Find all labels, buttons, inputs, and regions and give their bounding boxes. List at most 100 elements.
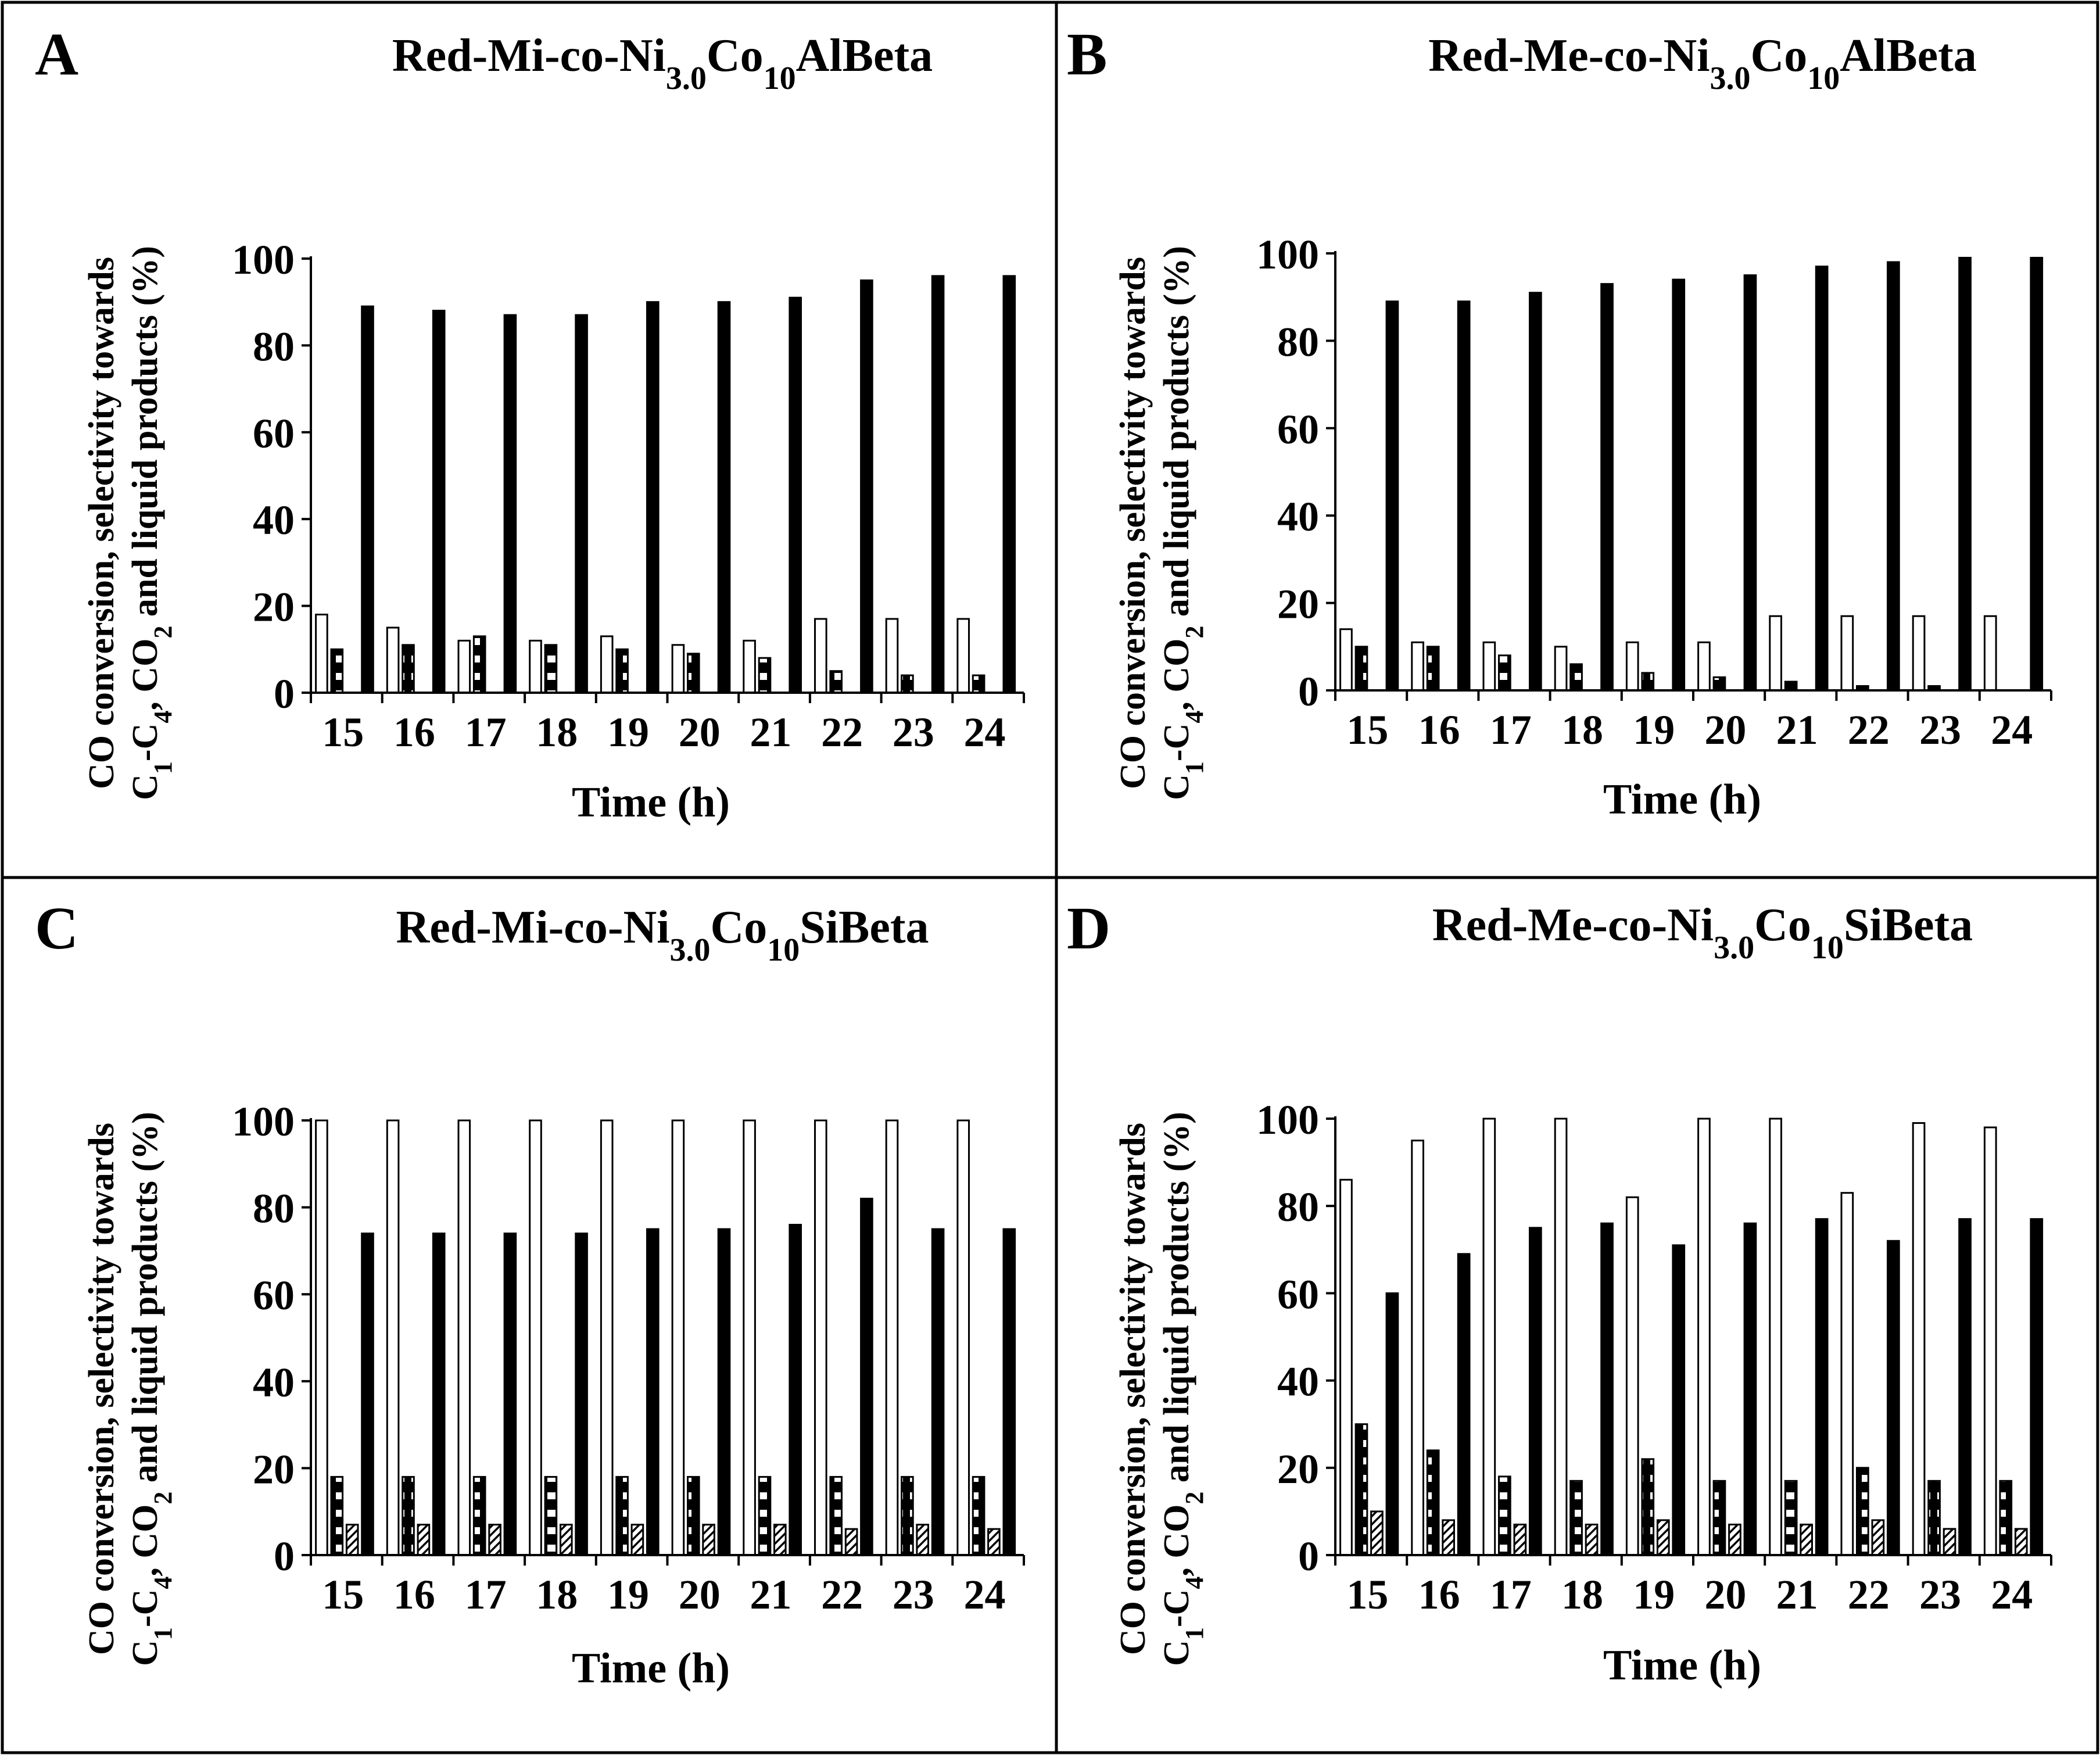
bar-co-conversion-15h (315, 614, 328, 694)
bar-co-conversion-22h (814, 618, 827, 694)
x-tick-label: 20 (1704, 1571, 1746, 1618)
y-tick-label: 40 (253, 1359, 295, 1406)
x-tick-label: 19 (607, 1571, 649, 1618)
x-tick-label: 18 (1561, 707, 1603, 753)
y-axis-label-line2: C1-C4, CO2 and liquid products (%) (126, 246, 177, 800)
y-axis-label-line1: CO conversion, selectivity towards (82, 257, 121, 789)
x-tick-label: 18 (536, 709, 578, 755)
bar-liquid-products-selectivity-16h (432, 1233, 446, 1556)
bar-co2-selectivity-21h (1800, 1523, 1814, 1556)
bar-co2-selectivity-16h (417, 1524, 431, 1556)
bar-c1-c4-selectivity-24h (972, 1475, 986, 1556)
bar-liquid-products-selectivity-18h (1600, 1222, 1614, 1556)
x-tick-label: 17 (465, 709, 507, 755)
x-tick-label: 22 (1848, 1571, 1890, 1618)
panel-title: Red-Mi-co-Ni3.0Co10SiBeta (396, 902, 929, 968)
bar-co2-selectivity-16h (1442, 1519, 1456, 1556)
bar-co-conversion-15h (1339, 628, 1353, 692)
x-tick-label: 24 (1991, 1571, 2033, 1618)
plot-area: 0 20 40 60 80 100 15 16 17 18 19 20 21 22 23 24 (232, 1098, 1025, 1618)
y-axis-label-line1: CO conversion, selectivity towards (1113, 1123, 1153, 1655)
bar-co-conversion-17h (457, 1119, 471, 1556)
bar-co-conversion-22h (1840, 615, 1854, 692)
bar-co2-selectivity-15h (345, 1524, 359, 1556)
bar-c1-c4-selectivity-21h (758, 1475, 772, 1556)
bar-c1-c4-selectivity-18h (1569, 663, 1583, 692)
x-tick-label: 20 (679, 1571, 721, 1618)
x-tick-label: 20 (679, 709, 721, 755)
bar-liquid-products-selectivity-15h (1385, 300, 1399, 692)
bar-c1-c4-selectivity-15h (1354, 1423, 1368, 1556)
plot-area: 0 20 40 60 80 100 15 16 17 18 19 20 21 22 23 24 (1256, 1097, 2052, 1618)
x-tick-label: 23 (893, 709, 934, 755)
y-tick-label: 60 (1277, 406, 1319, 453)
bar-co2-selectivity-20h (1728, 1523, 1741, 1556)
bar-co-conversion-18h (529, 1119, 542, 1556)
bar-liquid-products-selectivity-23h (931, 275, 945, 694)
bar-c1-c4-selectivity-19h (1641, 1458, 1655, 1556)
y-tick-label: 0 (1298, 1533, 1319, 1580)
x-axis-label: Time (h) (1603, 776, 1761, 823)
x-tick-label: 23 (1919, 1571, 1961, 1618)
bar-co-conversion-24h (1983, 615, 1997, 692)
bar-c1-c4-selectivity-17h (1498, 1475, 1511, 1556)
bar-co-conversion-21h (1769, 615, 1783, 692)
bar-co-conversion-20h (1697, 1118, 1711, 1556)
bar-c1-c4-selectivity-19h (615, 1475, 629, 1556)
bar-c1-c4-selectivity-24h (1999, 1480, 2013, 1556)
bar-liquid-products-selectivity-17h (503, 1233, 517, 1556)
x-tick-label: 22 (821, 1571, 863, 1618)
panel-letter: D (1067, 895, 1110, 962)
panel-a: A Red-Mi-co-Ni3.0Co10AlBeta CO conversio… (35, 21, 1025, 826)
bar-co-conversion-18h (1554, 1118, 1568, 1556)
plot-area: 0 20 40 60 80 100 15 16 17 18 19 20 21 22 23 24 (1256, 231, 2052, 753)
panel-letter: A (35, 21, 78, 88)
bar-c1-c4-selectivity-24h (972, 674, 986, 694)
bar-liquid-products-selectivity-21h (789, 1224, 802, 1556)
x-tick-label: 21 (750, 1571, 791, 1618)
bar-c1-c4-selectivity-15h (330, 648, 344, 694)
bar-c1-c4-selectivity-21h (1784, 1480, 1798, 1556)
y-axis-label-line2: C1-C4, CO2 and liquid products (%) (126, 1112, 177, 1666)
x-tick-label: 17 (1490, 1571, 1532, 1618)
bar-liquid-products-selectivity-19h (646, 301, 660, 694)
x-tick-label: 23 (893, 1571, 934, 1618)
bar-co-conversion-18h (1554, 646, 1568, 692)
bar-co2-selectivity-18h (560, 1524, 573, 1556)
y-tick-label: 20 (253, 584, 295, 631)
y-tick-label: 100 (1256, 231, 1319, 278)
bar-co-conversion-23h (885, 618, 899, 694)
bar-liquid-products-selectivity-22h (860, 1198, 873, 1556)
x-tick-label: 16 (393, 1571, 435, 1618)
bar-c1-c4-selectivity-23h (901, 674, 914, 694)
bar-c1-c4-selectivity-20h (687, 1475, 700, 1556)
bar-c1-c4-selectivity-18h (544, 644, 558, 694)
bar-co-conversion-23h (885, 1119, 899, 1556)
bar-liquid-products-selectivity-23h (931, 1228, 945, 1556)
bar-c1-c4-selectivity-21h (758, 657, 772, 694)
bar-co2-selectivity-23h (916, 1524, 930, 1556)
y-tick-label: 100 (1256, 1097, 1319, 1143)
bar-c1-c4-selectivity-19h (615, 648, 629, 694)
y-axis-label-line1: CO conversion, selectivity towards (1113, 257, 1153, 789)
bar-c1-c4-selectivity-17h (472, 1475, 486, 1556)
x-tick-label: 15 (322, 1571, 364, 1618)
x-tick-label: 18 (536, 1571, 578, 1618)
bar-c1-c4-selectivity-16h (402, 1475, 415, 1556)
bar-liquid-products-selectivity-23h (1958, 257, 1972, 692)
bar-c1-c4-selectivity-15h (330, 1475, 344, 1556)
bar-liquid-products-selectivity-17h (1529, 1227, 1542, 1556)
bar-c1-c4-selectivity-22h (1856, 1467, 1869, 1556)
bar-co-conversion-23h (1912, 615, 1926, 692)
x-tick-label: 19 (1633, 707, 1675, 753)
x-tick-label: 21 (1776, 707, 1818, 753)
bar-c1-c4-selectivity-22h (829, 1475, 843, 1556)
x-tick-label: 19 (607, 709, 649, 755)
y-tick-label: 80 (1277, 1184, 1319, 1230)
bar-co-conversion-20h (1697, 641, 1711, 692)
bar-co2-selectivity-24h (2014, 1528, 2028, 1556)
bar-c1-c4-selectivity-17h (472, 635, 486, 694)
y-tick-label: 20 (1277, 1446, 1319, 1492)
bar-co2-selectivity-19h (630, 1524, 644, 1556)
panel-b: B Red-Me-co-Ni3.0Co10AlBeta CO conversio… (1067, 21, 2052, 823)
